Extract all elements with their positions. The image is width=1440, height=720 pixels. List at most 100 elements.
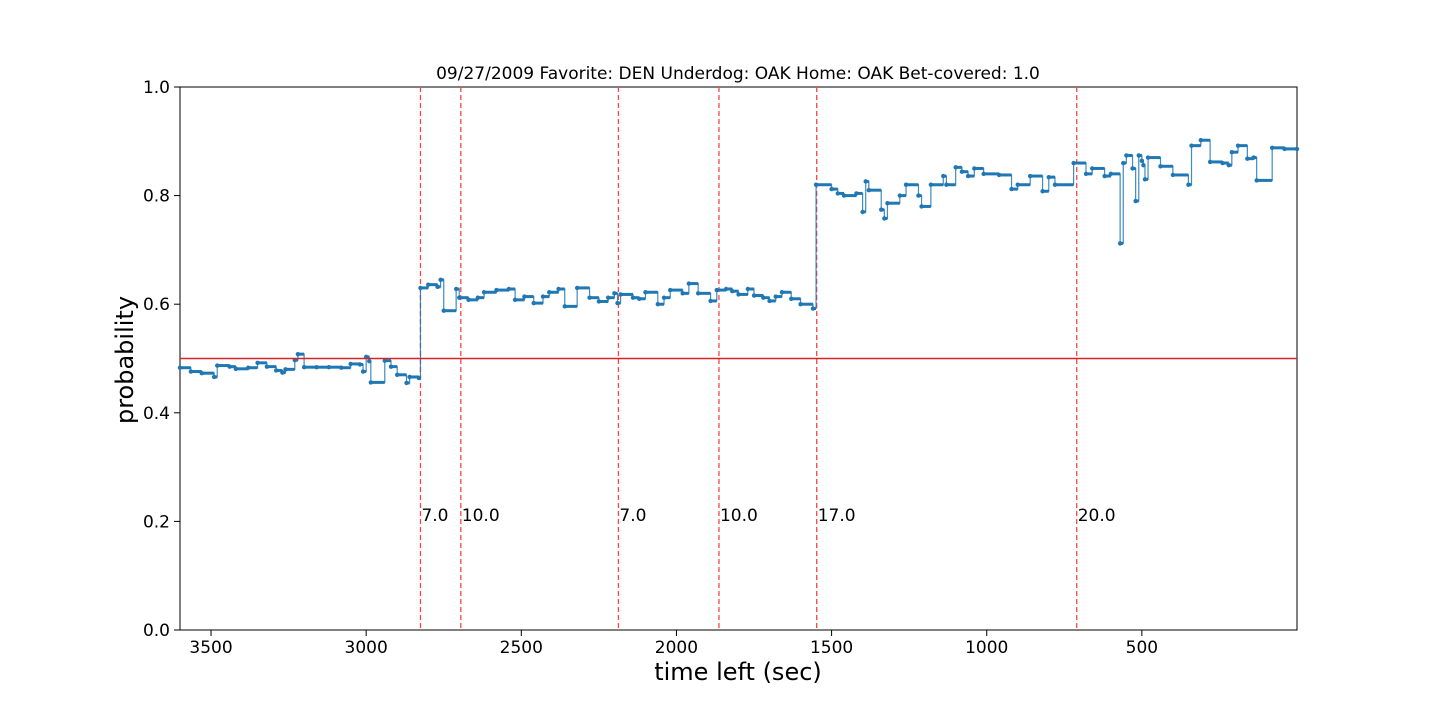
chart-title: 09/27/2009 Favorite: DEN Underdog: OAK H…	[436, 64, 1040, 84]
data-point	[227, 364, 232, 369]
y-ticks: 0.0 0.2 0.4 0.6 0.8 1.0	[143, 78, 180, 641]
data-point	[897, 193, 903, 198]
data-point	[404, 380, 409, 386]
score-marker-label: 7.0	[619, 506, 646, 526]
data-point	[348, 361, 353, 367]
data-point	[211, 374, 217, 380]
data-point	[283, 367, 288, 372]
score-marker-label: 17.0	[818, 506, 856, 526]
data-point	[1235, 143, 1241, 148]
data-point	[1294, 146, 1300, 152]
plot-area: 7.0 10.0 7.0 10.0 17.0 20.0	[177, 86, 1300, 631]
data-point	[215, 363, 220, 368]
y-tick-label: 0.2	[143, 512, 170, 532]
data-point	[295, 351, 301, 357]
data-point	[637, 296, 642, 301]
data-point	[562, 304, 567, 309]
data-point	[730, 288, 735, 294]
data-point	[829, 186, 834, 192]
data-point	[959, 169, 965, 174]
data-point	[301, 364, 307, 370]
data-point	[360, 369, 366, 374]
data-point	[1108, 171, 1114, 177]
data-point	[466, 297, 471, 303]
data-point	[416, 375, 422, 381]
data-point	[1170, 172, 1176, 178]
data-point	[1046, 174, 1051, 180]
data-point	[1117, 241, 1123, 246]
data-point	[438, 277, 443, 282]
data-point	[426, 282, 431, 287]
data-point	[199, 370, 204, 376]
data-point	[779, 290, 785, 295]
data-point	[655, 302, 661, 307]
data-point	[835, 191, 840, 196]
data-point	[879, 207, 884, 212]
data-point	[326, 364, 332, 370]
data-point	[841, 193, 847, 198]
data-point	[615, 300, 620, 306]
data-point	[388, 364, 394, 369]
y-tick-label: 0.0	[143, 621, 170, 641]
data-point	[264, 364, 270, 369]
y-tick-label: 1.0	[143, 78, 170, 98]
data-point	[494, 287, 499, 293]
y-tick-label: 0.6	[143, 295, 170, 315]
data-point	[1229, 149, 1235, 155]
data-point	[246, 365, 251, 370]
data-point	[1009, 186, 1014, 192]
data-point	[314, 364, 319, 370]
data-point	[953, 165, 958, 170]
data-point	[1158, 164, 1163, 169]
data-point	[798, 302, 803, 307]
x-tick-label: 500	[1126, 638, 1158, 658]
data-point	[1083, 171, 1089, 177]
data-point	[407, 374, 412, 380]
data-point	[481, 290, 487, 295]
data-point	[1141, 162, 1146, 168]
data-point	[1015, 182, 1020, 187]
data-point	[1090, 166, 1095, 171]
data-point	[1027, 173, 1033, 179]
data-point	[854, 191, 859, 196]
data-point	[866, 187, 872, 193]
data-point	[540, 294, 546, 299]
data-point	[547, 290, 552, 295]
data-point	[1102, 173, 1107, 179]
data-point	[1282, 146, 1287, 152]
data-point	[1207, 159, 1213, 165]
data-point	[574, 285, 580, 291]
data-point	[1251, 155, 1256, 160]
y-tick-label: 0.4	[143, 404, 170, 424]
data-point	[394, 372, 400, 377]
data-point	[882, 216, 887, 221]
data-point	[863, 179, 868, 184]
data-point	[441, 308, 446, 313]
data-point	[944, 182, 949, 187]
data-point	[475, 295, 481, 300]
data-point	[1189, 143, 1194, 148]
data-point	[233, 366, 239, 372]
data-point	[903, 182, 909, 187]
data-point	[941, 173, 946, 179]
data-point	[643, 290, 648, 295]
data-point	[1133, 198, 1138, 204]
data-point	[1269, 145, 1275, 151]
data-point	[556, 286, 561, 292]
score-marker-layer: 7.0 10.0 7.0 10.0 17.0 20.0	[419, 87, 1116, 630]
data-point	[339, 365, 344, 370]
data-point	[280, 370, 285, 375]
x-tick-label: 3000	[345, 638, 388, 658]
data-point	[506, 286, 512, 292]
data-point	[1220, 160, 1225, 166]
data-point	[773, 294, 778, 299]
data-point	[860, 209, 865, 215]
data-point	[1130, 166, 1135, 171]
data-point	[1186, 182, 1191, 187]
data-point	[885, 201, 890, 206]
data-point	[1226, 162, 1231, 168]
x-tick-label: 3500	[189, 638, 232, 658]
data-point	[630, 295, 636, 300]
data-point	[1198, 138, 1204, 143]
